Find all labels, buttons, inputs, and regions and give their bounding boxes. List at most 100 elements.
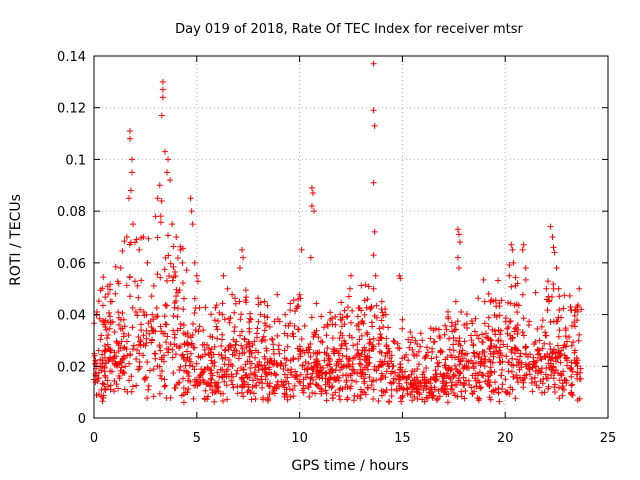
data-point [442, 322, 449, 329]
data-point [499, 366, 506, 373]
data-point [194, 278, 201, 285]
data-point [138, 321, 145, 328]
data-point [122, 363, 129, 370]
data-point [231, 324, 238, 331]
data-point [245, 387, 252, 394]
data-point [182, 362, 189, 369]
data-point [356, 360, 363, 367]
data-point [157, 219, 164, 226]
data-point [235, 355, 242, 362]
data-point [405, 336, 412, 343]
data-point [361, 380, 368, 387]
data-point [113, 381, 120, 388]
data-point [439, 380, 446, 387]
data-point [522, 361, 529, 368]
data-point [154, 234, 161, 241]
data-point [274, 316, 281, 323]
data-point [444, 399, 451, 406]
data-point [415, 348, 422, 355]
data-point [187, 358, 194, 365]
data-point [364, 384, 371, 391]
data-point [519, 291, 526, 298]
data-point [461, 321, 468, 328]
data-point [281, 347, 288, 354]
data-point [153, 305, 160, 312]
data-point [417, 343, 424, 350]
data-point [154, 271, 161, 278]
data-point [163, 321, 170, 328]
data-point [237, 316, 244, 323]
data-point [148, 293, 155, 300]
data-point [334, 358, 341, 365]
y-tick-label: 0.1 [65, 153, 86, 168]
data-point [268, 335, 275, 342]
data-point [253, 382, 260, 389]
data-point [462, 387, 469, 394]
data-point [367, 339, 374, 346]
data-point [316, 385, 323, 392]
data-point [496, 347, 503, 354]
data-point [355, 326, 362, 333]
data-point [137, 337, 144, 344]
data-point [120, 333, 127, 340]
data-point [536, 368, 543, 375]
data-point [556, 377, 563, 384]
data-point [119, 310, 126, 317]
data-point [335, 377, 342, 384]
data-point [427, 325, 434, 332]
data-point [371, 366, 378, 373]
data-point [378, 349, 385, 356]
data-point [406, 344, 413, 351]
data-point [185, 385, 192, 392]
data-point [509, 246, 516, 253]
data-point [119, 359, 126, 366]
data-point [170, 327, 177, 334]
data-point [541, 389, 548, 396]
data-point [103, 326, 110, 333]
data-point [313, 382, 320, 389]
data-point [184, 389, 191, 396]
data-point [552, 350, 559, 357]
data-point [114, 362, 121, 369]
data-point [358, 332, 365, 339]
data-point [364, 353, 371, 360]
x-tick-label: 10 [291, 431, 308, 446]
data-point [280, 365, 287, 372]
data-point [127, 293, 134, 300]
data-point [407, 329, 414, 336]
data-point [180, 354, 187, 361]
plot-frame [93, 55, 609, 419]
data-point [343, 363, 350, 370]
data-point [162, 382, 169, 389]
data-point [558, 314, 565, 321]
data-point [498, 297, 505, 304]
data-point [488, 369, 495, 376]
data-point [300, 382, 307, 389]
data-point [481, 363, 488, 370]
data-point [161, 376, 168, 383]
data-point [539, 380, 546, 387]
data-point [337, 345, 344, 352]
data-point [309, 389, 316, 396]
data-point [255, 295, 262, 302]
data-point [343, 379, 350, 386]
data-point [189, 363, 196, 370]
data-point [344, 394, 351, 401]
data-point [492, 386, 499, 393]
data-point [394, 345, 401, 352]
data-point [372, 272, 379, 279]
data-point [433, 373, 440, 380]
data-point [158, 328, 165, 335]
data-point [220, 272, 227, 279]
data-point [513, 346, 520, 353]
data-point [368, 382, 375, 389]
data-point [464, 325, 471, 332]
data-point [337, 396, 344, 403]
data-point [118, 364, 125, 371]
data-point [312, 390, 319, 397]
data-point [487, 350, 494, 357]
data-point [558, 347, 565, 354]
data-point [413, 352, 420, 359]
data-point [230, 384, 237, 391]
data-point [516, 366, 523, 373]
